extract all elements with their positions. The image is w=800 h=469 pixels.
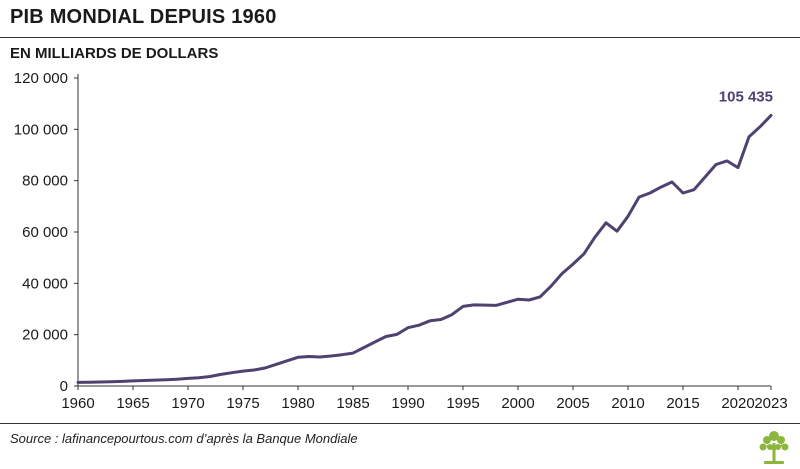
y-tick-label: 40 000: [22, 275, 68, 292]
x-tick-label: 1995: [446, 395, 479, 412]
y-tick-label: 100 000: [14, 121, 68, 138]
x-tick-label: 2023: [754, 395, 787, 412]
y-tick-label: 80 000: [22, 173, 68, 190]
x-tick-label: 1985: [336, 395, 369, 412]
x-tick-label: 1960: [61, 395, 94, 412]
gdp-series-line: [76, 113, 773, 384]
y-tick-label: 0: [60, 378, 68, 395]
x-tick-label: 1980: [281, 395, 314, 412]
x-tick-label: 2020: [721, 395, 754, 412]
title-divider: [0, 37, 800, 38]
gdp-line-chart: 0 20 000 40 000 60 000 80 000 100 000 120 000 1…: [14, 70, 788, 412]
x-tick-label: 1990: [391, 395, 424, 412]
y-tick-label: 120 000: [14, 70, 68, 87]
x-tick-label: 2005: [556, 395, 589, 412]
last-value-label: 105 435: [719, 88, 773, 105]
x-tick-label: 1970: [171, 395, 204, 412]
y-tick-label: 60 000: [22, 224, 68, 241]
chart-title: PIB MONDIAL DEPUIS 1960: [10, 6, 277, 28]
footer-divider: [0, 423, 800, 424]
chart-subtitle: EN MILLIARDS DE DOLLARS: [10, 45, 219, 62]
tree-logo-icon: [759, 431, 789, 464]
x-tick-label: 1975: [226, 395, 259, 412]
x-tick-label: 1965: [116, 395, 149, 412]
x-tick-label: 2010: [611, 395, 644, 412]
x-tick-label: 2000: [501, 395, 534, 412]
x-tick-label: 2015: [666, 395, 699, 412]
y-tick-label: 20 000: [22, 327, 68, 344]
source-note: Source : lafinancepourtous.com d’après l…: [10, 431, 358, 446]
